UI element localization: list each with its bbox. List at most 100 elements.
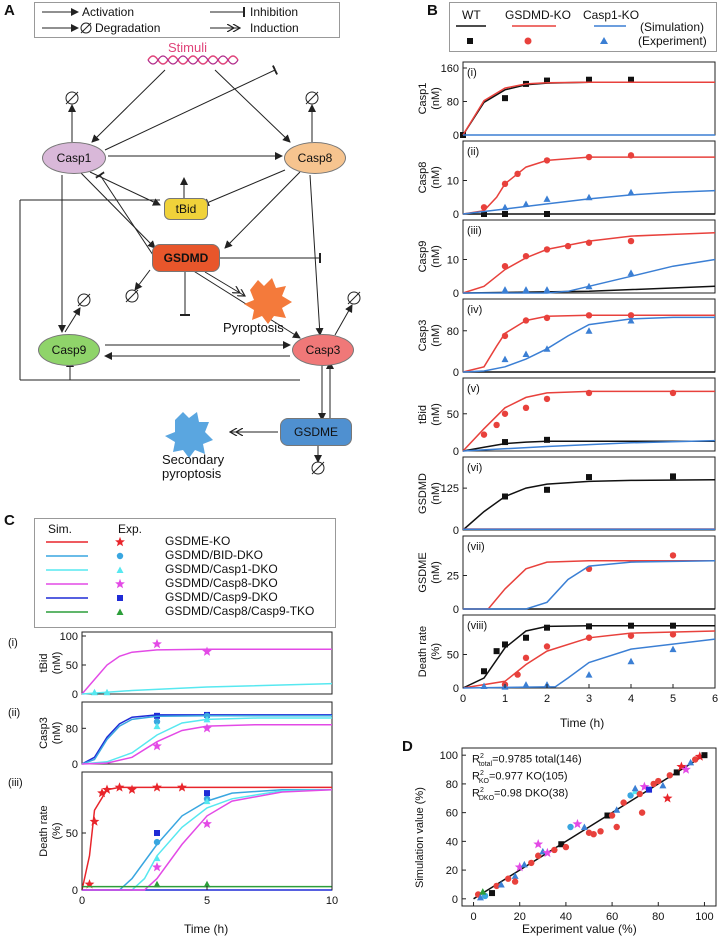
data-point bbox=[586, 474, 592, 481]
scatter-point bbox=[613, 806, 621, 813]
data-point bbox=[669, 631, 677, 638]
subplot-frame-b bbox=[462, 219, 716, 294]
y-tick-label: 60 bbox=[446, 808, 458, 820]
data-point bbox=[502, 439, 508, 446]
data-point bbox=[585, 282, 593, 290]
data-point bbox=[91, 688, 98, 696]
data-point bbox=[543, 395, 551, 403]
data-point bbox=[585, 193, 593, 201]
y-axis-label: Casp9(nM) bbox=[417, 241, 442, 273]
series-line bbox=[462, 479, 716, 531]
data-point bbox=[585, 312, 593, 319]
data-point bbox=[501, 355, 509, 363]
plot-frame-d bbox=[461, 747, 717, 907]
y-axis-label: Death rate(%) bbox=[38, 805, 63, 856]
legend-sim-header: Sim. bbox=[48, 522, 72, 536]
x-tick-label: 10 bbox=[326, 895, 338, 907]
y-axis-label-name: Death rate bbox=[38, 805, 50, 856]
scatter-point bbox=[590, 830, 597, 838]
legend-simulation: (Simulation) bbox=[640, 20, 705, 34]
data-point bbox=[522, 654, 530, 662]
data-point bbox=[627, 316, 635, 324]
series-line bbox=[81, 648, 332, 695]
y-axis-label-name: Casp3 bbox=[417, 320, 429, 352]
scatter-point bbox=[662, 793, 673, 803]
legend-series: GSDMD/Casp8-DKO bbox=[165, 576, 278, 590]
scatter-point bbox=[636, 790, 643, 798]
subplot-id: (i) bbox=[467, 67, 477, 79]
y-tick-label: 50 bbox=[66, 828, 78, 840]
y-axis-label-unit: (%) bbox=[430, 643, 442, 660]
data-point bbox=[501, 180, 509, 188]
subplot-id: (iv) bbox=[467, 304, 482, 316]
scatter-point bbox=[533, 839, 544, 849]
y-tick-label: 0 bbox=[453, 288, 459, 300]
scatter-point bbox=[489, 890, 496, 897]
y-tick-label: 100 bbox=[60, 631, 78, 643]
y-tick-label: 25 bbox=[447, 571, 459, 583]
data-point bbox=[523, 634, 529, 641]
legend-marker bbox=[116, 552, 124, 560]
y-tick-label: 0 bbox=[453, 525, 459, 537]
scatter-point bbox=[687, 758, 695, 766]
data-point bbox=[543, 314, 551, 322]
y-tick-label: 0 bbox=[453, 683, 459, 695]
legend-series: GSDMD/Casp1-DKO bbox=[165, 562, 278, 576]
x-tick-label: 40 bbox=[560, 911, 572, 923]
y-tick-label: 10 bbox=[447, 255, 459, 267]
data-point bbox=[627, 237, 635, 245]
series-line bbox=[81, 715, 332, 765]
series-line bbox=[463, 560, 716, 610]
node-casp9: Casp9 bbox=[38, 334, 100, 366]
data-point bbox=[669, 389, 677, 397]
subplot-id: (ii) bbox=[467, 146, 479, 158]
data-point bbox=[522, 286, 530, 293]
data-point bbox=[502, 211, 508, 217]
data-point bbox=[102, 784, 112, 794]
stat-r-total: R2total=0.9785 total(146) bbox=[472, 753, 582, 768]
y-axis-label-name: Casp9 bbox=[417, 241, 429, 273]
scatter-point bbox=[511, 872, 519, 879]
x-tick-label: 6 bbox=[712, 693, 718, 705]
y-axis-label-name: Casp1 bbox=[417, 83, 429, 115]
scatter-point bbox=[504, 875, 512, 882]
data-point bbox=[114, 782, 125, 792]
x-tick-label: 100 bbox=[695, 911, 713, 923]
y-tick-label: 0 bbox=[453, 367, 459, 379]
subplot-id: (v) bbox=[467, 383, 480, 395]
x-tick-label: 20 bbox=[514, 911, 526, 923]
y-axis-label-unit: (nM) bbox=[430, 324, 442, 347]
scatter-point bbox=[681, 764, 691, 774]
x-tick-label: 1 bbox=[502, 693, 508, 705]
data-point bbox=[502, 493, 508, 500]
data-point bbox=[502, 641, 508, 648]
scatter-point bbox=[528, 859, 535, 867]
node-gsdmd: GSDMD bbox=[152, 244, 220, 272]
data-point bbox=[203, 715, 211, 723]
y-tick-label: 0 bbox=[453, 446, 459, 458]
scatter-point bbox=[580, 823, 588, 830]
y-axis-label: Casp8(nM) bbox=[417, 162, 442, 194]
data-point bbox=[502, 95, 508, 102]
pyroptosis-label: Pyroptosis bbox=[223, 320, 284, 335]
panel-d-xlabel: Experiment value (%) bbox=[522, 922, 637, 936]
y-tick-label: 0 bbox=[72, 759, 78, 771]
y-tick-label: 50 bbox=[447, 650, 459, 662]
data-point bbox=[627, 152, 635, 159]
panel-a-network-edges bbox=[19, 7, 361, 475]
scatter-point bbox=[639, 781, 650, 791]
series-line bbox=[81, 714, 332, 765]
data-point bbox=[585, 634, 593, 641]
legend-induction: Induction bbox=[250, 21, 299, 35]
data-point bbox=[669, 552, 677, 559]
y-axis-label-unit: (nM) bbox=[51, 652, 63, 675]
data-point bbox=[501, 263, 509, 270]
legend-marker bbox=[117, 595, 123, 601]
data-point bbox=[544, 436, 550, 443]
data-point bbox=[585, 327, 593, 334]
panel-b-chart: (i)080160Casp1(nM)(ii)010Casp8(nM)(iii)0… bbox=[417, 61, 718, 705]
panel-label-d: D bbox=[402, 738, 413, 755]
scatter-point bbox=[646, 786, 653, 793]
data-point bbox=[564, 242, 572, 250]
